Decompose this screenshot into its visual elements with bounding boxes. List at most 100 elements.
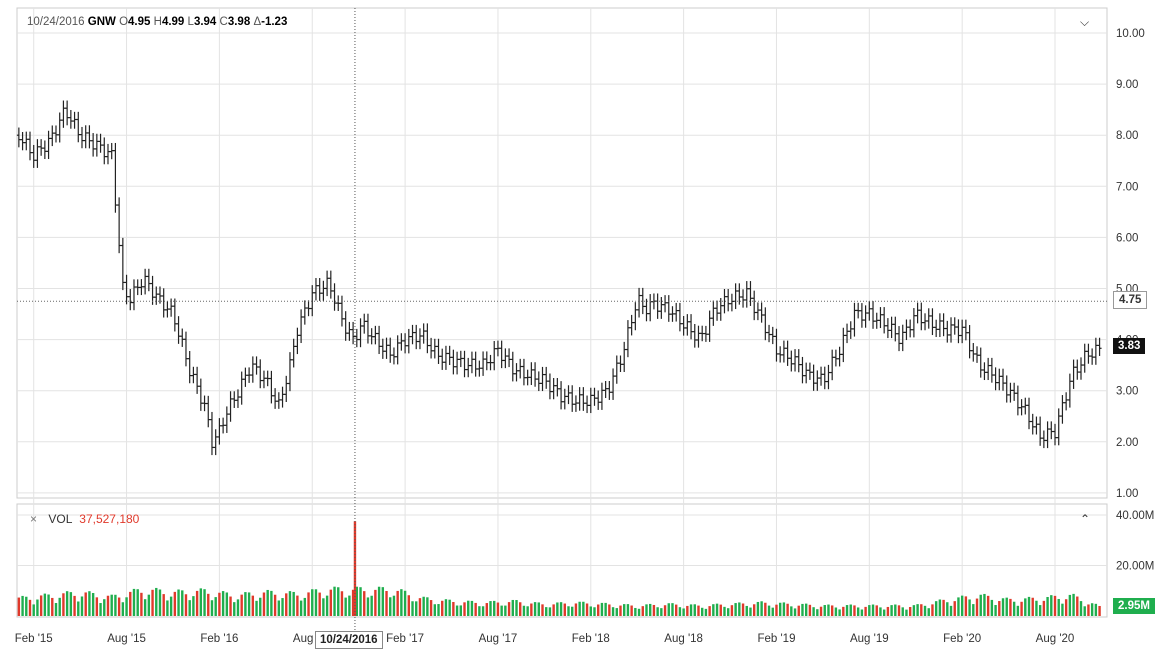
volume-bar (47, 594, 50, 616)
volume-bar (407, 595, 411, 616)
volume-bar (693, 604, 696, 616)
chevron-up-icon[interactable]: ⌃ (1080, 512, 1091, 526)
volume-bar (856, 607, 860, 616)
volume-bar (764, 602, 767, 616)
volume-bar (322, 598, 325, 616)
volume-bar (827, 604, 830, 616)
volume-bar (986, 595, 990, 616)
crosshair-date-label: 10/24/2016 (315, 631, 383, 649)
volume-bar (663, 605, 667, 616)
volume-bar (868, 605, 871, 616)
volume-bar (125, 597, 128, 616)
volume-bar (169, 596, 173, 616)
volume-bar (51, 597, 54, 616)
volume-bar (860, 609, 864, 616)
time-tick-label: Aug '20 (1036, 633, 1075, 645)
volume-bar (25, 596, 28, 616)
volume-bar (652, 604, 656, 616)
volume-bar (151, 589, 154, 616)
volume-bar (715, 603, 719, 616)
volume-bar (281, 598, 284, 616)
volume-bar (1046, 596, 1049, 616)
volume-bar (968, 599, 971, 616)
volume-bar (329, 589, 333, 616)
volume-bar (912, 605, 916, 616)
volume-bar (303, 597, 307, 616)
volume-bar (36, 599, 39, 616)
volume-bar (775, 604, 778, 616)
volume-bar (611, 607, 615, 616)
volume-bar (916, 604, 919, 616)
volume-bar (838, 609, 841, 616)
volume-bar (719, 604, 722, 616)
volume-bar (1050, 595, 1053, 616)
volume-bar (778, 602, 782, 616)
volume-bar (348, 595, 351, 616)
price-tick-label: 6.00 (1116, 232, 1138, 244)
time-tick-label: Aug '17 (479, 633, 518, 645)
volume-bar (129, 591, 132, 616)
volume-bar (259, 597, 262, 616)
volume-bar (43, 593, 47, 616)
volume-bar (117, 597, 121, 616)
ohlc-change-label: Δ (253, 16, 262, 28)
reference-price-badge: 4.75 (1113, 291, 1148, 309)
chevron-down-icon[interactable]: ⌵ (1080, 15, 1090, 29)
time-tick-label: Aug '15 (107, 633, 146, 645)
volume-bar (247, 592, 251, 616)
volume-bar (920, 604, 923, 616)
time-tick-label: Feb '16 (200, 633, 238, 645)
volume-bar (214, 597, 217, 616)
volume-bar (697, 605, 700, 616)
volume-bar (385, 591, 388, 616)
volume-bar (470, 600, 474, 616)
volume-bar (437, 604, 440, 616)
volume-bar (1098, 605, 1101, 616)
volume-bar (80, 596, 84, 616)
volume-bar (155, 587, 158, 616)
volume-bar (804, 603, 808, 616)
volume-bar (875, 605, 878, 616)
volume-bar (381, 587, 385, 616)
time-tick-label: Aug '19 (850, 633, 889, 645)
volume-bar (192, 596, 195, 616)
volume-bar (853, 605, 856, 616)
volume-bar (845, 605, 849, 616)
volume-bar (363, 591, 366, 616)
volume-bar (645, 604, 648, 616)
volume-bar (236, 599, 240, 616)
price-tick-label: 3.00 (1116, 386, 1138, 398)
time-tick-label: Feb '19 (757, 633, 795, 645)
volume-panel-frame (16, 503, 1108, 618)
volume-bar (62, 593, 65, 616)
volume-bar (426, 597, 429, 616)
time-tick-label: Feb '20 (943, 633, 981, 645)
volume-label: VOL (48, 512, 72, 526)
volume-bar (990, 599, 994, 616)
volume-bar (934, 601, 938, 616)
volume-bar (734, 603, 737, 616)
close-icon[interactable]: × (30, 512, 38, 526)
volume-bar (864, 606, 867, 616)
volume-bar (541, 604, 544, 616)
volume-bar (983, 593, 986, 616)
volume-bar (894, 604, 897, 616)
volume-bar (455, 605, 459, 616)
volume-bar (615, 608, 618, 616)
volume-bar (790, 606, 793, 616)
volume-bar (641, 606, 644, 616)
volume-bar (448, 599, 451, 616)
volume-bar (1042, 600, 1046, 616)
volume-bar (415, 601, 418, 616)
volume-bar (444, 599, 448, 616)
price-tick-label: 9.00 (1116, 79, 1138, 91)
volume-bar (511, 599, 514, 616)
volume-bar (225, 592, 229, 616)
volume-bar (1012, 601, 1016, 616)
volume-bar (229, 596, 232, 616)
time-tick-label: Feb '18 (572, 633, 610, 645)
volume-bar (667, 603, 670, 616)
volume-bar (600, 602, 604, 616)
volume-bar (54, 602, 58, 616)
price-tick-label: 1.00 (1116, 488, 1138, 500)
